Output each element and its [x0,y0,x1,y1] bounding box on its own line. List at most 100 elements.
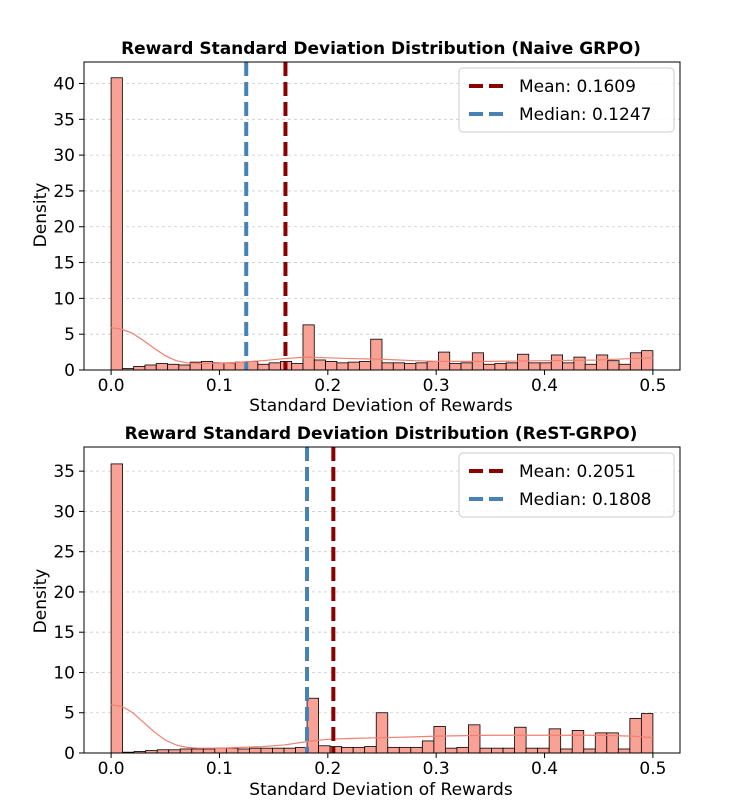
histogram-bar [257,363,270,371]
histogram-bar [433,726,446,754]
y-tick-label: 20 [53,218,75,238]
histogram-bar [537,747,550,754]
histogram-bar [370,338,383,371]
histogram-bar [110,77,123,371]
histogram-bar [617,748,631,754]
histogram-bar [483,363,496,371]
x-tick-label: 0.5 [639,376,666,396]
y-tick-label: 20 [53,583,75,603]
y-tick-label: 25 [53,543,75,563]
plot-frame [83,446,681,754]
histogram-bar [179,748,193,754]
histogram-bar [398,746,412,754]
y-tick-label: 25 [53,182,75,202]
histogram-bar [550,354,564,371]
histogram-bar [502,747,515,754]
histogram-bar [514,726,527,754]
histogram-bar [359,361,372,371]
histogram-bar [426,361,439,371]
histogram-bar [167,363,180,371]
histogram-bar [225,747,239,754]
y-tick-label: 0 [64,361,75,381]
y-tick-label: 10 [53,663,75,683]
x-tick-label: 0.1 [206,376,233,396]
histogram-bar [249,747,262,754]
histogram-bar [468,724,481,754]
histogram-bar [410,746,423,754]
histogram-bar [214,747,227,754]
histogram-bar [155,363,168,371]
legend: Mean: 0.1609 Median: 0.1247 [458,67,675,133]
histogram-bar [246,361,259,371]
histogram-bar [618,363,631,371]
histogram-bar [505,362,518,371]
histogram-bar [629,352,643,371]
histogram-bar [223,362,236,371]
histogram-bar [178,364,191,371]
y-tick-label: 35 [53,462,75,482]
histogram-bar [548,728,562,754]
histogram-bar [596,354,609,371]
legend-box [458,67,675,133]
y-tick-label: 0 [64,744,75,764]
x-tick-label: 0.4 [531,376,558,396]
y-tick-label: 10 [53,289,75,309]
histogram-bar [415,362,428,371]
histogram-bar [200,361,214,371]
legend-box [458,452,675,518]
y-tick-label: 35 [53,110,75,130]
histogram-bar [381,362,394,371]
histogram-bar [237,748,250,754]
histogram-bar [573,356,586,371]
histogram-bar [491,747,504,754]
y-axis-label: Density [31,183,51,248]
histogram-bar [260,747,273,754]
histogram-bar [640,713,654,754]
histogram-bar [302,324,315,371]
x-tick-label: 0.2 [314,759,341,779]
x-tick-label: 0.4 [531,759,558,779]
y-tick-label: 40 [53,74,75,94]
histogram-bar [291,363,304,371]
histogram-bar [336,362,349,371]
histogram-bar [387,746,400,754]
kde-curve [111,327,653,365]
histogram-bar [110,463,124,754]
histogram-bar [341,746,354,754]
histogram-bar [445,747,458,754]
histogram-bar [571,730,585,754]
y-tick-label: 30 [53,146,75,166]
y-tick-label: 5 [64,704,75,724]
histogram-bar [347,361,360,371]
chart-title: Reward Standard Deviation Distribution (… [125,424,638,444]
histogram-bar [517,353,530,371]
naive-grpo-panel: Reward Standard Deviation Distribution (… [31,39,681,416]
legend-label: Median: 0.1808 [519,490,651,510]
histogram-bar [133,366,146,371]
chart-title: Reward Standard Deviation Distribution (… [121,39,641,59]
plot-frame [83,61,681,371]
y-tick-label: 30 [53,502,75,522]
legend-label: Mean: 0.2051 [519,462,636,482]
histogram-bar [404,363,417,371]
kde-curve [111,704,653,749]
histogram-bar [268,362,281,371]
histogram-bar [283,747,296,754]
histogram-bar [525,747,539,754]
histogram-bar [456,746,469,754]
histogram-bar [607,360,620,371]
x-axis-label: Standard Deviation of Rewards [249,396,513,416]
rest-grpo-panel: Reward Standard Deviation Distribution (… [31,424,681,800]
x-tick-label: 0.2 [314,376,341,396]
histogram-bar [460,362,473,371]
x-tick-label: 0.3 [423,376,450,396]
histogram-bar [562,362,575,371]
histogram-bar [306,697,319,754]
histogram-bar [449,363,462,371]
histogram-bar [560,748,573,754]
histogram-bar [364,746,377,754]
y-tick-label: 15 [53,254,75,274]
x-tick-label: 0.0 [98,376,125,396]
histogram-bar [144,364,157,371]
